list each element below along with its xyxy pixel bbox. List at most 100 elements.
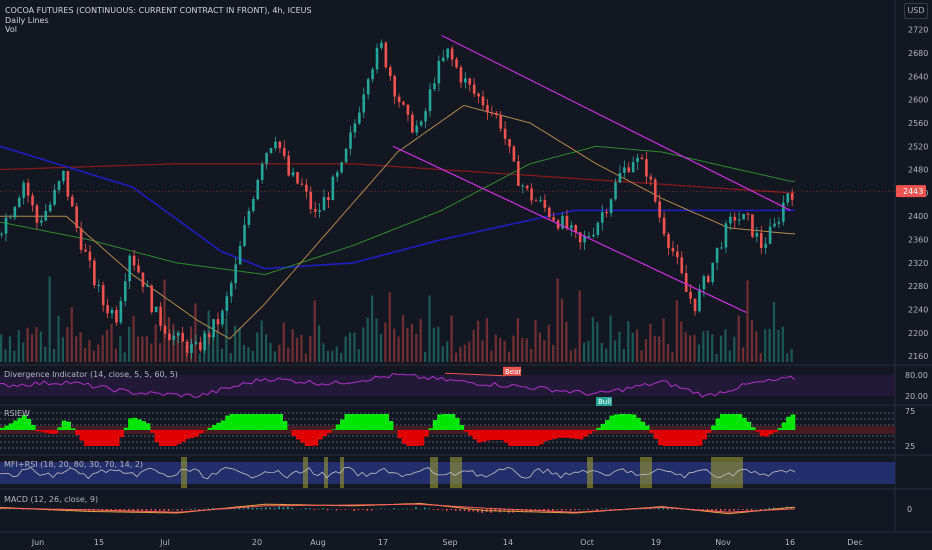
- candle-body: [282, 148, 286, 156]
- volume-bar: [145, 335, 148, 362]
- macd-histogram-bar: [552, 509, 554, 512]
- rsiew-bar: [57, 427, 63, 430]
- candle-body: [287, 155, 290, 176]
- rsiew-bar: [83, 430, 89, 446]
- rsiew-bar: [649, 430, 654, 433]
- candle-body: [216, 319, 220, 325]
- rsiew-bar: [768, 430, 774, 435]
- candle-body: [503, 128, 507, 140]
- macd-histogram-bar: [371, 509, 373, 511]
- rsiew-bar: [755, 430, 760, 432]
- volume-bar: [424, 351, 427, 362]
- candle-body: [724, 223, 728, 248]
- candle-body: [658, 201, 661, 218]
- x-axis-label: Dec: [847, 538, 862, 547]
- rsiew-bar: [362, 414, 367, 430]
- candle-body: [203, 333, 207, 351]
- candle-body: [57, 181, 61, 190]
- candle-body: [199, 342, 202, 351]
- rsiew-bar: [119, 430, 124, 438]
- rsiew-bar: [689, 430, 694, 446]
- volume-bar: [238, 327, 241, 362]
- rsiew-bar: [472, 430, 478, 440]
- rsiew-bar: [397, 430, 403, 439]
- macd-histogram-bar: [189, 509, 192, 510]
- volume-bar: [410, 323, 413, 362]
- candle-body: [274, 141, 277, 149]
- rsiew-bar: [110, 430, 116, 446]
- candle-body: [402, 102, 405, 105]
- volume-bar: [441, 345, 444, 362]
- candle-body: [706, 276, 710, 283]
- macd-histogram-bar: [432, 509, 435, 510]
- rsiew-bar: [251, 414, 257, 430]
- candle-body: [543, 199, 547, 208]
- candle-body: [101, 284, 105, 306]
- macd-tick: 0: [907, 505, 912, 514]
- macd-histogram-bar: [247, 507, 249, 510]
- rsiew-bar: [530, 430, 535, 446]
- candle-body: [623, 167, 626, 173]
- macd-histogram-bar: [282, 507, 285, 510]
- volume-bar: [494, 334, 497, 362]
- last-price-badge: [896, 185, 926, 198]
- mfi-highlight: [711, 457, 743, 488]
- macd-histogram-bar: [755, 508, 757, 510]
- candle-body: [163, 325, 167, 334]
- candle-body: [221, 310, 224, 325]
- rsiew-bar: [101, 430, 107, 446]
- volume-bar: [680, 321, 683, 362]
- candle-body: [168, 333, 171, 340]
- candles: [0, 39, 794, 360]
- macd-histogram-bar: [357, 509, 360, 510]
- candle-body: [44, 211, 48, 221]
- volume-bar: [53, 349, 56, 362]
- volume-bar: [689, 335, 692, 362]
- candle-body: [653, 179, 657, 202]
- candle-body: [481, 96, 485, 106]
- rsiew-bar: [97, 430, 102, 446]
- candle-body: [75, 206, 78, 228]
- candle-body: [300, 183, 304, 185]
- volume-bar: [295, 337, 299, 362]
- macd-histogram-bar: [472, 509, 475, 512]
- volume-bar: [772, 302, 776, 362]
- candle-body: [711, 262, 714, 283]
- candle-body: [742, 214, 745, 220]
- macd-histogram-bar: [574, 509, 576, 511]
- rsiew-bar: [229, 414, 235, 430]
- volume-bar: [340, 352, 343, 362]
- volume-bar: [764, 329, 767, 362]
- candle-body: [459, 67, 463, 83]
- rsiew-bar: [348, 414, 354, 430]
- volume-bar: [666, 344, 670, 362]
- volume-bar: [48, 276, 51, 362]
- volume-bar: [326, 350, 330, 362]
- candle-body: [786, 193, 790, 203]
- volume-bar: [22, 342, 25, 362]
- last-price-label: 2443: [903, 187, 923, 196]
- volume-bar: [613, 340, 617, 362]
- rsiew-bar: [538, 430, 544, 445]
- candle-body: [636, 157, 639, 163]
- mfi-highlight: [587, 457, 593, 488]
- rsiew-bar: [154, 430, 160, 443]
- x-axis-label: Oct: [580, 538, 594, 547]
- rsiew-bar: [512, 430, 518, 446]
- candle-body: [649, 176, 653, 180]
- macd-histogram-bar: [649, 508, 651, 510]
- volume-bar: [569, 350, 572, 362]
- macd-histogram-bar: [746, 509, 749, 511]
- rsiew-bar: [163, 430, 169, 446]
- volume-bar: [468, 341, 471, 362]
- x-axis-label: Jun: [31, 538, 45, 547]
- volume-bar: [675, 300, 678, 362]
- currency-button[interactable]: USD: [904, 3, 928, 19]
- volume-bar: [322, 343, 325, 362]
- volume-bar: [132, 315, 135, 362]
- volume-bar: [229, 353, 232, 362]
- candle-body: [596, 222, 600, 235]
- rsiew-bar: [318, 430, 323, 440]
- x-axis-label: 17: [378, 538, 388, 547]
